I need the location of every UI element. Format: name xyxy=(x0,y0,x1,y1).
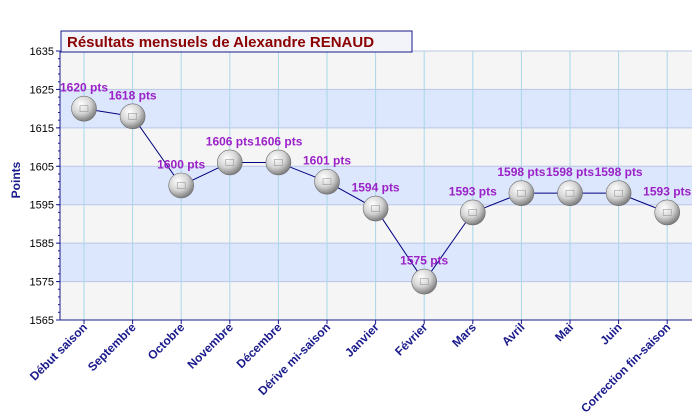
ping-pong-ball-marker xyxy=(557,180,583,206)
x-tick-label: Début saison xyxy=(27,320,90,383)
y-tick-label: 1575 xyxy=(30,277,54,289)
x-tick-label: Septembre xyxy=(85,320,139,374)
ping-pong-ball-marker xyxy=(508,180,535,206)
chart-title: Résultats mensuels de Alexandre RENAUD xyxy=(67,34,374,51)
y-tick-label: 1565 xyxy=(30,315,54,327)
ping-pong-ball-marker xyxy=(168,172,194,199)
data-label: 1618 pts xyxy=(109,88,157,102)
ping-pong-ball-marker xyxy=(605,180,632,206)
data-point xyxy=(459,199,486,226)
y-tick-label: 1595 xyxy=(30,200,54,212)
data-point xyxy=(654,199,681,226)
ball-stamp-mark xyxy=(371,205,380,212)
ping-pong-ball-marker xyxy=(654,199,681,226)
ping-pong-ball-marker xyxy=(459,199,486,226)
data-point xyxy=(71,95,97,122)
data-label: 1598 pts xyxy=(546,165,594,179)
x-tick-label: Mai xyxy=(552,320,576,344)
ball-stamp-mark xyxy=(322,178,332,185)
x-tick-label: Correction fin-saison xyxy=(578,320,673,415)
data-point xyxy=(168,172,194,199)
x-tick-label: Octobre xyxy=(145,320,188,363)
y-tick-label: 1585 xyxy=(30,238,54,250)
ball-stamp-mark xyxy=(176,182,186,189)
ball-stamp-mark xyxy=(128,113,137,120)
data-label: 1575 pts xyxy=(400,254,448,268)
data-point xyxy=(411,268,438,295)
data-label: 1606 pts xyxy=(206,134,254,148)
ball-stamp-mark xyxy=(565,189,575,197)
ping-pong-ball-marker xyxy=(314,168,340,195)
data-label: 1594 pts xyxy=(352,181,400,195)
data-label: 1593 pts xyxy=(449,184,497,198)
data-point xyxy=(314,168,340,195)
ball-stamp-mark xyxy=(79,105,89,112)
ball-stamp-mark xyxy=(517,189,526,197)
data-point xyxy=(508,180,535,206)
data-label: 1600 pts xyxy=(157,158,205,172)
x-tick-label: Avril xyxy=(499,320,527,348)
y-tick-label: 1635 xyxy=(30,46,54,58)
x-tick-label: Février xyxy=(392,320,430,358)
x-tick-label: Novembre xyxy=(185,320,237,372)
y-tick-label: 1615 xyxy=(30,123,54,135)
data-point xyxy=(605,180,632,206)
y-axis-title: Points xyxy=(9,161,23,198)
ball-stamp-mark xyxy=(274,159,283,166)
ping-pong-ball-marker xyxy=(362,195,389,222)
data-label: 1620 pts xyxy=(60,81,108,95)
ball-stamp-mark xyxy=(419,278,429,285)
ball-stamp-mark xyxy=(662,209,672,216)
x-tick-label: Mars xyxy=(449,320,479,350)
ping-pong-ball-marker xyxy=(217,149,243,176)
ping-pong-ball-marker xyxy=(265,149,292,176)
data-label: 1598 pts xyxy=(497,165,545,179)
ping-pong-ball-marker xyxy=(71,95,97,122)
data-point xyxy=(557,180,583,206)
x-tick-label: Juin xyxy=(597,320,624,347)
x-tick-label: Janvier xyxy=(342,320,382,360)
ball-stamp-mark xyxy=(225,159,235,166)
y-tick-label: 1605 xyxy=(30,161,54,173)
data-point xyxy=(119,103,146,130)
x-tick-label: Décembre xyxy=(234,320,285,371)
ping-pong-ball-marker xyxy=(119,103,146,130)
data-label: 1601 pts xyxy=(303,154,351,168)
ping-pong-ball-marker xyxy=(411,268,438,295)
data-point xyxy=(265,149,292,176)
y-tick-label: 1625 xyxy=(30,84,54,96)
data-label: 1593 pts xyxy=(643,184,691,198)
chart-title-box: Résultats mensuels de Alexandre RENAUD xyxy=(60,30,413,53)
data-label: 1606 pts xyxy=(254,134,302,148)
ball-stamp-mark xyxy=(468,209,478,216)
data-label: 1598 pts xyxy=(595,165,643,179)
data-point xyxy=(362,195,389,222)
ball-stamp-mark xyxy=(614,189,623,197)
data-point xyxy=(217,149,243,176)
